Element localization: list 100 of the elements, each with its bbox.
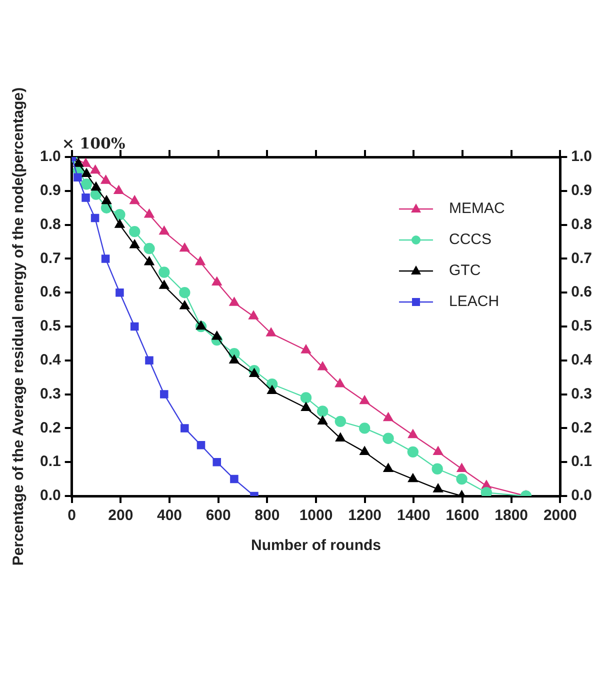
- legend-label: GTC: [449, 262, 481, 280]
- point: [180, 300, 190, 310]
- point: [80, 178, 92, 190]
- y-axis-title: Percentage of the Average residual energy of the node(percentage): [10, 87, 28, 566]
- x-tick-label: 1400: [396, 507, 430, 524]
- point: [74, 158, 84, 167]
- y2-tick-label: 0.5: [571, 318, 592, 335]
- legend-label: LEACH: [449, 293, 500, 310]
- point: [301, 344, 311, 354]
- point: [266, 328, 276, 336]
- point: [159, 226, 170, 235]
- y2-tick-label: 0.2: [571, 419, 592, 436]
- point: [382, 432, 394, 444]
- x-tick-label: 800: [254, 507, 280, 524]
- y-tick-label: 0.9: [40, 182, 61, 200]
- point: [130, 195, 140, 204]
- point: [316, 406, 328, 417]
- x-tick-label: 1600: [446, 507, 480, 524]
- legend-label: CCCS: [449, 231, 492, 248]
- y-tick-label: 0.0: [40, 487, 61, 504]
- point: [159, 280, 170, 289]
- point: [212, 276, 222, 286]
- x-tick-label: 200: [108, 507, 134, 524]
- point: [383, 412, 394, 422]
- y2-tick-label: 0.0: [571, 487, 592, 504]
- y2-tick-label: 0.4: [571, 352, 593, 369]
- y-tick-label: 0.6: [40, 284, 61, 301]
- point: [160, 390, 168, 398]
- point: [196, 320, 206, 330]
- point: [334, 378, 345, 388]
- y-tick-label: 0.5: [40, 318, 61, 335]
- point: [158, 266, 170, 278]
- point: [301, 402, 311, 411]
- point: [91, 182, 101, 191]
- point: [480, 487, 492, 496]
- point: [180, 424, 189, 432]
- point: [82, 194, 90, 202]
- x-tick-label: 0: [68, 507, 76, 524]
- point: [144, 256, 154, 266]
- point: [433, 484, 444, 492]
- y2-tick-label: 0.7: [571, 250, 592, 267]
- y2-tick-label: 0.9: [571, 182, 592, 200]
- x-tick-label: 400: [156, 507, 182, 524]
- point: [114, 219, 125, 228]
- point: [300, 392, 312, 404]
- point: [82, 168, 92, 178]
- y2-tick-label: 1.0: [571, 148, 592, 166]
- point: [129, 226, 140, 238]
- point: [383, 463, 394, 472]
- point: [130, 322, 139, 331]
- point: [90, 214, 100, 222]
- x-tick-label: 1800: [494, 507, 528, 524]
- point: [100, 175, 111, 184]
- point: [114, 209, 126, 220]
- point: [456, 473, 468, 485]
- y2-tick-label: 0.3: [571, 385, 592, 402]
- point: [248, 310, 258, 320]
- y-tick-label: 0.3: [40, 385, 61, 402]
- point: [407, 446, 419, 458]
- x-tick-label: 1200: [348, 507, 382, 524]
- point: [360, 395, 370, 404]
- y-tick-label: 1.0: [40, 148, 61, 166]
- point: [179, 287, 190, 298]
- point: [144, 209, 154, 218]
- point: [116, 288, 124, 297]
- y-tick-label: 0.2: [40, 419, 61, 436]
- point: [180, 242, 190, 252]
- y2-tick-label: 0.8: [571, 216, 592, 233]
- point: [74, 173, 82, 182]
- text: × 100%: [62, 134, 126, 152]
- point: [229, 297, 240, 306]
- point: [334, 416, 346, 428]
- point: [144, 242, 155, 254]
- point: [318, 416, 328, 425]
- y-tick-label: 0.1: [40, 453, 61, 470]
- point: [267, 385, 277, 394]
- y-tick-label: 0.4: [40, 352, 62, 369]
- point: [145, 356, 154, 365]
- x-tick-label: 600: [206, 507, 231, 524]
- x-tick-label: 1000: [299, 507, 333, 524]
- point: [408, 473, 418, 482]
- y2-tick-label: 0.1: [571, 453, 592, 470]
- point: [360, 446, 370, 456]
- point: [102, 195, 112, 204]
- point: [432, 463, 443, 474]
- y-tick-label: 0.7: [40, 250, 61, 267]
- point: [408, 429, 418, 438]
- x-tick-label: 2000: [543, 507, 577, 524]
- point: [80, 158, 91, 167]
- y-tick-label: 0.8: [40, 216, 61, 233]
- point: [114, 185, 124, 194]
- point: [195, 256, 206, 266]
- point: [335, 432, 346, 442]
- point: [456, 463, 467, 472]
- point: [196, 441, 206, 450]
- point: [229, 354, 240, 364]
- point: [212, 458, 222, 466]
- point: [358, 422, 370, 434]
- point: [130, 240, 140, 248]
- point: [433, 446, 444, 456]
